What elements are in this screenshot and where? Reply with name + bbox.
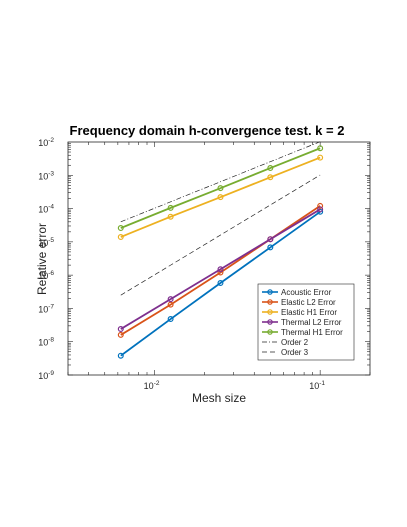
series-line-4 [120, 147, 321, 229]
legend-marker [267, 289, 273, 295]
series-point-4-3 [267, 165, 274, 172]
y-tick-label: 10-4 [38, 204, 54, 215]
legend-label: Acoustic Error [281, 288, 332, 297]
series-point-4-2 [217, 185, 224, 192]
series-point-3-2 [217, 266, 224, 273]
legend-marker [267, 329, 273, 335]
series-point-0-2 [217, 280, 224, 287]
series-point-3-3 [267, 236, 274, 243]
legend-label: Thermal L2 Error [281, 318, 342, 327]
series-point-4-0 [117, 225, 124, 232]
chart-title: Frequency domain h-convergence test. k =… [70, 123, 345, 138]
series-line-0 [120, 211, 321, 357]
series-point-3-4 [317, 206, 324, 213]
y-axis-label: Relative error [35, 223, 49, 295]
legend-marker [267, 319, 273, 325]
series-point-1-0 [117, 331, 124, 338]
series-point-0-1 [167, 316, 174, 323]
legend-marker [267, 309, 273, 315]
x-tick-label: 10-1 [309, 380, 325, 391]
legend-label: Order 3 [281, 348, 309, 357]
y-tick-label: 10-8 [38, 337, 54, 348]
series-point-2-0 [117, 233, 124, 240]
y-tick-label: 10-6 [38, 270, 54, 281]
series-point-2-3 [267, 174, 274, 181]
series-point-0-3 [267, 244, 274, 251]
series-point-4-1 [167, 204, 174, 211]
legend-label: Thermal H1 Error [281, 328, 343, 337]
x-axis-label: Mesh size [192, 391, 246, 405]
legend-marker [267, 299, 273, 305]
y-tick-label: 10-5 [38, 237, 54, 248]
series-line-3 [120, 208, 321, 330]
y-tick-label: 10-3 [38, 170, 54, 181]
series-line-6 [120, 174, 321, 296]
y-tick-label: 10-2 [38, 137, 54, 148]
series-point-2-2 [217, 194, 224, 201]
axes-box [67, 141, 371, 376]
plot-area: 10-2 10-1 10-9 10-8 10-7 10-6 10-5 10-4 10-3 10-2 [38, 137, 371, 391]
y-tick-label: 10-7 [38, 303, 54, 314]
series-point-3-1 [167, 296, 174, 303]
series-line-1 [120, 205, 321, 336]
series-point-1-4 [317, 202, 324, 209]
series-point-4-4 [317, 145, 324, 152]
legend-label: Order 2 [281, 338, 309, 347]
series-line-5 [120, 141, 321, 223]
series-point-1-1 [167, 301, 174, 308]
series-point-2-4 [317, 154, 324, 161]
series-point-3-0 [117, 326, 124, 333]
x-tick-label: 10-2 [144, 380, 160, 391]
y-tick-label: 10-9 [38, 370, 54, 381]
legend-label: Elastic L2 Error [281, 298, 336, 307]
legend-label: Elastic H1 Error [281, 308, 337, 317]
series-point-2-1 [167, 213, 174, 220]
series-line-2 [120, 156, 321, 238]
series-point-0-0 [117, 352, 124, 359]
